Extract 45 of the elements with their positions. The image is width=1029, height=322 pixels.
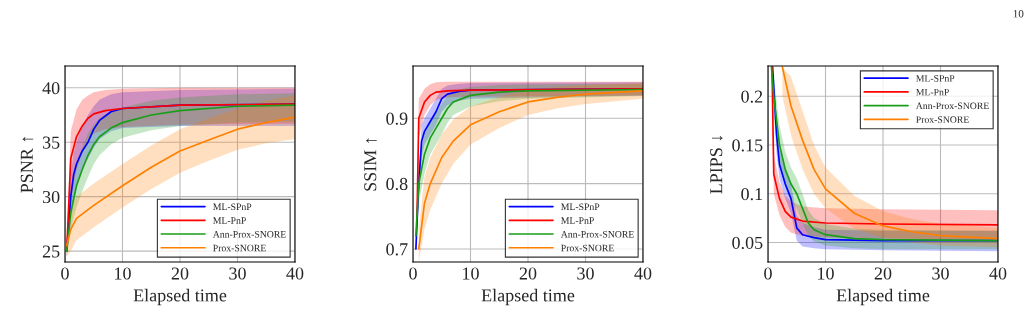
x-axis-title: Elapsed time <box>481 288 575 306</box>
legend-label: ML-SPnP <box>213 203 252 211</box>
y-axis-title: LPIPS ↓ <box>710 136 723 194</box>
y-tick-label: 0.7 <box>386 243 408 256</box>
x-tick-label: 40 <box>634 267 652 280</box>
y-tick-label: 40 <box>42 82 60 95</box>
legend-label: ML-PnP <box>561 217 594 224</box>
y-tick-label: 0.8 <box>386 177 408 191</box>
y-tick-label: 30 <box>42 190 60 204</box>
text: 10 <box>1013 9 1024 18</box>
y-tick-label: 0.1 <box>741 188 763 201</box>
legend-label: ML-SPnP <box>916 75 955 82</box>
x-axis-title: Elapsed time <box>133 288 227 306</box>
x-tick-label: 20 <box>171 267 189 280</box>
x-tick-label: 10 <box>818 267 834 280</box>
legend-label: Ann-Prox-SNORE <box>915 102 989 110</box>
x-tick-label: 40 <box>989 267 1007 280</box>
x-tick-label: 10 <box>463 267 479 280</box>
y-tick-label: 25 <box>42 245 60 258</box>
y-tick-label: 0.2 <box>741 90 763 103</box>
legend-label: Ann-Prox-SNORE <box>212 231 286 238</box>
x-tick-label: 10 <box>115 267 131 280</box>
x-tick-label: 0 <box>764 267 772 280</box>
legend-label: ML-PnP <box>916 88 949 96</box>
x-tick-label: 30 <box>577 267 594 280</box>
legend-label: ML-PnP <box>213 217 246 224</box>
x-axis-title: Elapsed time <box>836 288 930 306</box>
legend-label: Prox-SNORE <box>916 116 969 123</box>
y-tick-label: 35 <box>42 136 60 149</box>
legend-label: Prox-SNORE <box>561 244 614 252</box>
y-tick-label: 0.05 <box>732 236 763 250</box>
x-tick-label: 0 <box>409 267 417 280</box>
x-tick-label: 30 <box>229 267 246 280</box>
y-axis-title: PSNR ↑ <box>20 137 34 193</box>
x-tick-label: 20 <box>874 267 892 280</box>
y-tick-label: 0.15 <box>732 139 763 152</box>
legend-label: Ann-Prox-SNORE <box>560 231 634 238</box>
y-axis-title: SSIM ↑ <box>364 138 377 191</box>
x-tick-label: 20 <box>519 267 537 280</box>
x-tick-label: 40 <box>286 267 304 280</box>
legend-label: ML-SPnP <box>561 203 600 211</box>
x-tick-label: 30 <box>932 267 949 280</box>
x-tick-label: 0 <box>61 267 69 280</box>
legend-label: Prox-SNORE <box>213 244 266 252</box>
y-tick-label: 0.9 <box>386 112 408 125</box>
